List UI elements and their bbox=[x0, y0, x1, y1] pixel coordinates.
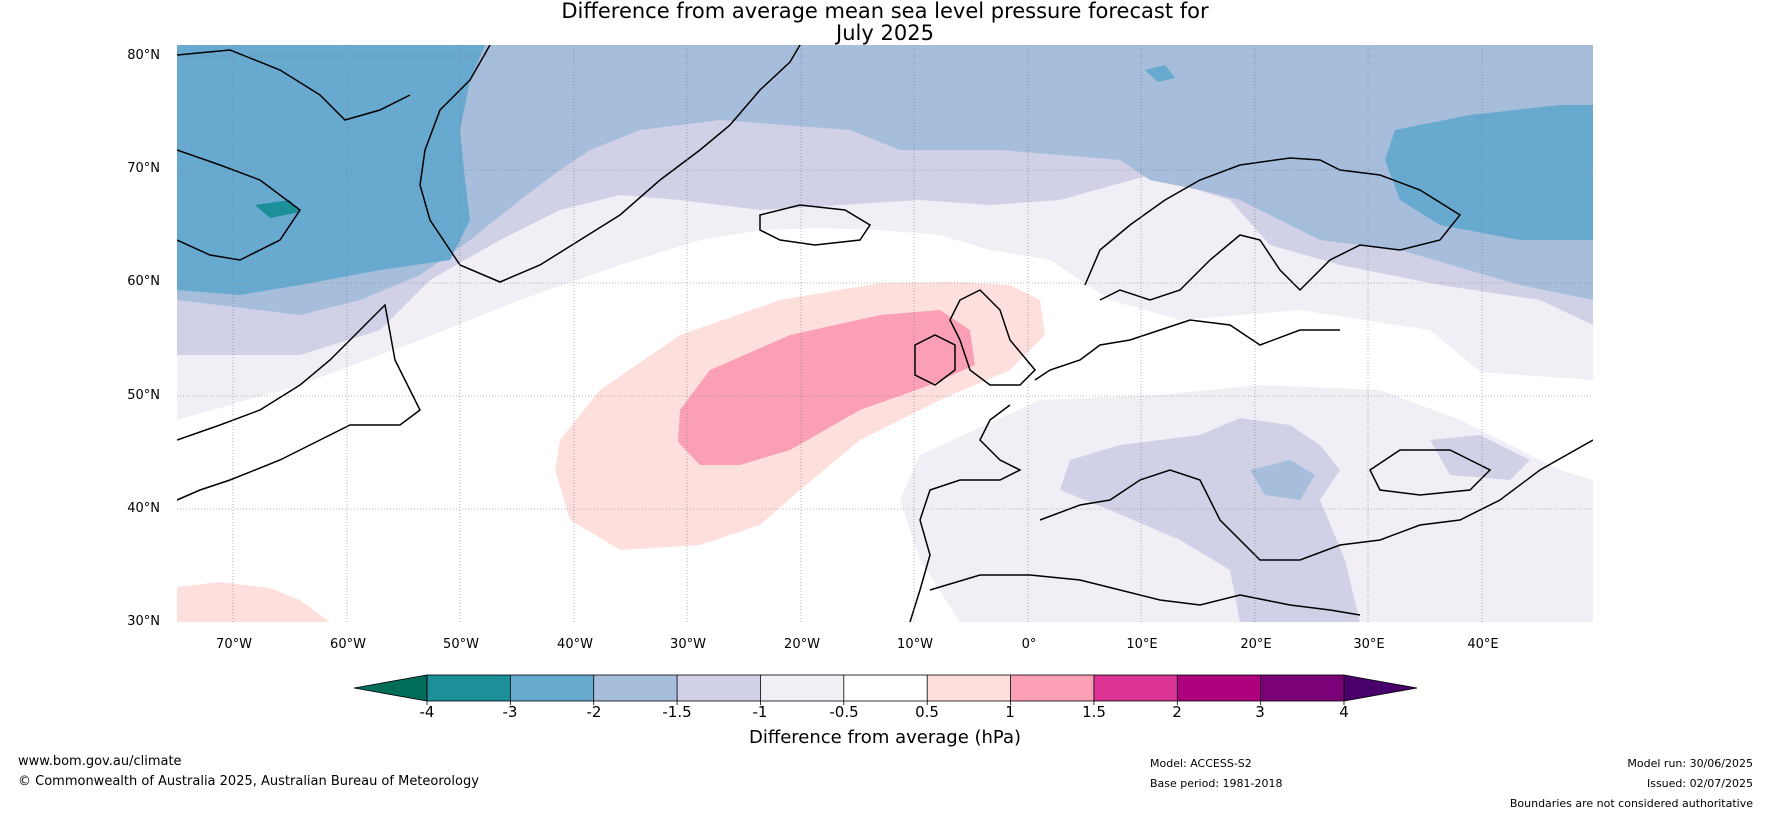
coastline-mediterranean bbox=[1039, 439, 1593, 561]
lon-label-40e: 40°E bbox=[1467, 637, 1499, 652]
coastline-north-africa bbox=[929, 574, 1361, 616]
colorbar-bin bbox=[760, 675, 845, 701]
coastline-uk bbox=[949, 289, 1037, 386]
lon-label-70w: 70°W bbox=[216, 637, 252, 652]
colorbar-bin bbox=[593, 675, 678, 701]
colorbar-above-max-arrow bbox=[1343, 674, 1418, 702]
lon-label-10w: 10°W bbox=[897, 637, 933, 652]
lon-label-30e: 30°E bbox=[1353, 637, 1385, 652]
coastline-europe bbox=[909, 319, 1340, 622]
footer-base-period: Base period: 1981-2018 bbox=[1150, 777, 1283, 790]
lat-label-30n: 30°N bbox=[127, 614, 160, 629]
colorbar-bin bbox=[427, 675, 511, 701]
colorbar-tick: -1 bbox=[752, 703, 768, 721]
anomaly-region-neg2-small bbox=[1145, 65, 1175, 82]
coastline-greenland bbox=[419, 45, 801, 283]
anomaly-region-neg1-east bbox=[1430, 435, 1530, 480]
colorbar-tick: -1.5 bbox=[662, 703, 692, 721]
footer-website: www.bom.gov.au/climate bbox=[18, 754, 182, 769]
colorbar-bin bbox=[677, 675, 761, 701]
colorbar-bin bbox=[1177, 675, 1262, 701]
coastline-canada-north bbox=[177, 49, 411, 261]
anomaly-region-pos0.5-sw bbox=[177, 582, 330, 622]
lon-label-40w: 40°W bbox=[557, 637, 593, 652]
lat-label-70n: 70°N bbox=[127, 161, 160, 176]
lon-label-10e: 10°E bbox=[1126, 637, 1158, 652]
colorbar-bin bbox=[1010, 675, 1095, 701]
lon-label-20e: 20°E bbox=[1240, 637, 1272, 652]
colorbar-tick: -4 bbox=[419, 703, 435, 721]
colorbar-bin bbox=[843, 675, 928, 701]
map-title-line-2: July 2025 bbox=[836, 21, 934, 45]
footer-model: Model: ACCESS-S2 bbox=[1150, 757, 1252, 770]
colorbar-label: Difference from average (hPa) bbox=[748, 727, 1022, 748]
lon-label-60w: 60°W bbox=[330, 637, 366, 652]
lon-label-20w: 20°W bbox=[784, 637, 820, 652]
footer-copyright: © Commonwealth of Australia 2025, Austra… bbox=[18, 774, 479, 789]
lat-label-80n: 80°N bbox=[127, 48, 160, 63]
coastline-iceland bbox=[759, 204, 872, 246]
colorbar bbox=[353, 674, 1418, 705]
footer-disclaimer: Boundaries are not considered authoritat… bbox=[1509, 797, 1753, 810]
lat-label-50n: 50°N bbox=[127, 388, 160, 403]
colorbar-tick: 2 bbox=[1172, 703, 1182, 721]
colorbar-bin bbox=[1093, 675, 1178, 701]
colorbar-tick: 4 bbox=[1339, 703, 1349, 721]
colorbar-below-min-arrow bbox=[353, 674, 428, 702]
map-title-line-1: Difference from average mean sea level p… bbox=[561, 0, 1209, 23]
anomaly-region-neg1.5 bbox=[177, 45, 1593, 315]
anomaly-region-neg1.5-med bbox=[1250, 460, 1315, 500]
colorbar-tick: -2 bbox=[586, 703, 602, 721]
pressure-anomaly-map bbox=[177, 45, 1593, 622]
colorbar-tick: -3 bbox=[502, 703, 518, 721]
lat-label-60n: 60°N bbox=[127, 274, 160, 289]
anomaly-region-neg2-east bbox=[1385, 105, 1593, 240]
colorbar-tick: 1 bbox=[1005, 703, 1015, 721]
coastline-labrador bbox=[177, 303, 421, 501]
lat-label-40n: 40°N bbox=[127, 501, 160, 516]
colorbar-tick: 3 bbox=[1255, 703, 1265, 721]
coastline-black-sea bbox=[1369, 449, 1492, 496]
colorbar-tick: 0.5 bbox=[915, 703, 939, 721]
colorbar-bin bbox=[510, 675, 595, 701]
lon-label-50w: 50°W bbox=[443, 637, 479, 652]
lon-label-0: 0° bbox=[1021, 637, 1037, 652]
colorbar-bin bbox=[1260, 675, 1345, 701]
colorbar-bin bbox=[927, 675, 1012, 701]
footer-issued: Issued: 02/07/2025 bbox=[1646, 777, 1753, 790]
anomaly-region-pos1 bbox=[678, 310, 975, 465]
coastline-ireland bbox=[914, 334, 956, 386]
coastline-scandinavia bbox=[1084, 157, 1462, 301]
lon-label-30w: 30°W bbox=[670, 637, 706, 652]
colorbar-tick: 1.5 bbox=[1082, 703, 1106, 721]
colorbar-tick: -0.5 bbox=[829, 703, 859, 721]
anomaly-region-neg3 bbox=[255, 200, 300, 218]
footer-model-run: Model run: 30/06/2025 bbox=[1627, 757, 1753, 770]
